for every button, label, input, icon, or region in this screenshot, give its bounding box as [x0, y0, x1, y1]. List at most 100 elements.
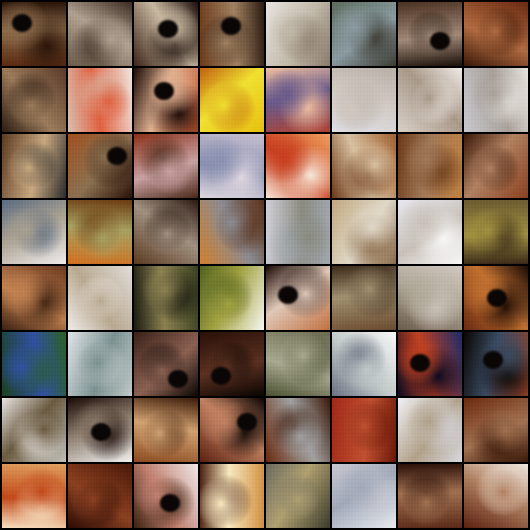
tile-texture [200, 134, 264, 198]
sample-tile [2, 134, 66, 198]
sample-tile [464, 68, 528, 132]
tile-texture [464, 464, 528, 528]
dark-artifact-blob [158, 20, 178, 38]
sample-tile [134, 2, 198, 66]
sample-tile [464, 134, 528, 198]
sample-tile [398, 332, 462, 396]
dark-artifact-blob [278, 286, 298, 304]
sample-tile [266, 332, 330, 396]
tile-texture [2, 266, 66, 330]
tile-texture [332, 464, 396, 528]
tile-texture [200, 464, 264, 528]
dark-artifact-blob [154, 82, 174, 100]
tile-texture [200, 200, 264, 264]
sample-tile [134, 68, 198, 132]
sample-tile [266, 398, 330, 462]
sample-tile [2, 200, 66, 264]
sample-tile [398, 2, 462, 66]
tile-texture [134, 68, 198, 132]
sample-tile [398, 266, 462, 330]
tile-texture [332, 200, 396, 264]
sample-tile [200, 266, 264, 330]
dark-artifact-blob [12, 14, 32, 32]
tile-texture [68, 332, 132, 396]
tile-texture [332, 398, 396, 462]
tile-texture [266, 332, 330, 396]
sample-tile [134, 266, 198, 330]
tile-texture [266, 266, 330, 330]
dark-artifact-blob [107, 147, 127, 165]
sample-tile [332, 332, 396, 396]
sample-tile [2, 68, 66, 132]
sample-tile [2, 2, 66, 66]
tile-texture [2, 68, 66, 132]
tile-texture [68, 464, 132, 528]
tile-texture [266, 464, 330, 528]
sample-tile [332, 200, 396, 264]
dark-artifact-blob [237, 413, 257, 431]
tile-texture [2, 398, 66, 462]
tile-texture [398, 134, 462, 198]
sample-tile [464, 398, 528, 462]
sample-tile [464, 266, 528, 330]
sample-tile [398, 398, 462, 462]
tile-texture [2, 200, 66, 264]
tile-texture [68, 200, 132, 264]
sample-tile [134, 200, 198, 264]
tile-texture [134, 398, 198, 462]
tile-texture [266, 68, 330, 132]
dark-artifact-blob [211, 367, 231, 385]
dark-artifact-blob [91, 423, 111, 441]
sample-tile [398, 134, 462, 198]
tile-texture [266, 398, 330, 462]
sample-tile [332, 134, 396, 198]
tile-texture [464, 398, 528, 462]
tile-texture [2, 332, 66, 396]
tile-texture [266, 200, 330, 264]
dark-artifact-blob [410, 354, 430, 372]
tile-texture [134, 134, 198, 198]
dark-artifact-blob [483, 351, 503, 369]
tile-texture [68, 134, 132, 198]
sample-tile [134, 464, 198, 528]
tile-texture [134, 332, 198, 396]
sample-tile [68, 200, 132, 264]
tile-texture [200, 266, 264, 330]
tile-texture [464, 68, 528, 132]
tile-texture [68, 266, 132, 330]
sample-tile [200, 134, 264, 198]
sample-tile [266, 266, 330, 330]
sample-tile [68, 266, 132, 330]
sample-tile [464, 464, 528, 528]
sample-tile [200, 398, 264, 462]
sample-tile [332, 398, 396, 462]
sample-tile [266, 200, 330, 264]
dark-artifact-blob [221, 17, 241, 35]
sample-tile [266, 68, 330, 132]
sample-tile [200, 464, 264, 528]
tile-texture [134, 200, 198, 264]
sample-tile [398, 68, 462, 132]
tile-texture [398, 68, 462, 132]
tile-texture [2, 134, 66, 198]
sample-tile [332, 2, 396, 66]
sample-tile [332, 266, 396, 330]
sample-tile [398, 200, 462, 264]
sample-tile [200, 68, 264, 132]
tile-texture [398, 266, 462, 330]
tile-texture [68, 68, 132, 132]
tile-texture [464, 134, 528, 198]
dark-artifact-blob [487, 289, 507, 307]
tile-texture [266, 134, 330, 198]
tile-texture [200, 332, 264, 396]
sample-tile [332, 464, 396, 528]
dark-artifact-blob [430, 32, 450, 50]
sample-tile [200, 200, 264, 264]
sample-tile [134, 134, 198, 198]
sample-tile [464, 332, 528, 396]
tile-texture [332, 2, 396, 66]
sample-tile [266, 464, 330, 528]
sample-tile [134, 332, 198, 396]
sample-tile [68, 68, 132, 132]
